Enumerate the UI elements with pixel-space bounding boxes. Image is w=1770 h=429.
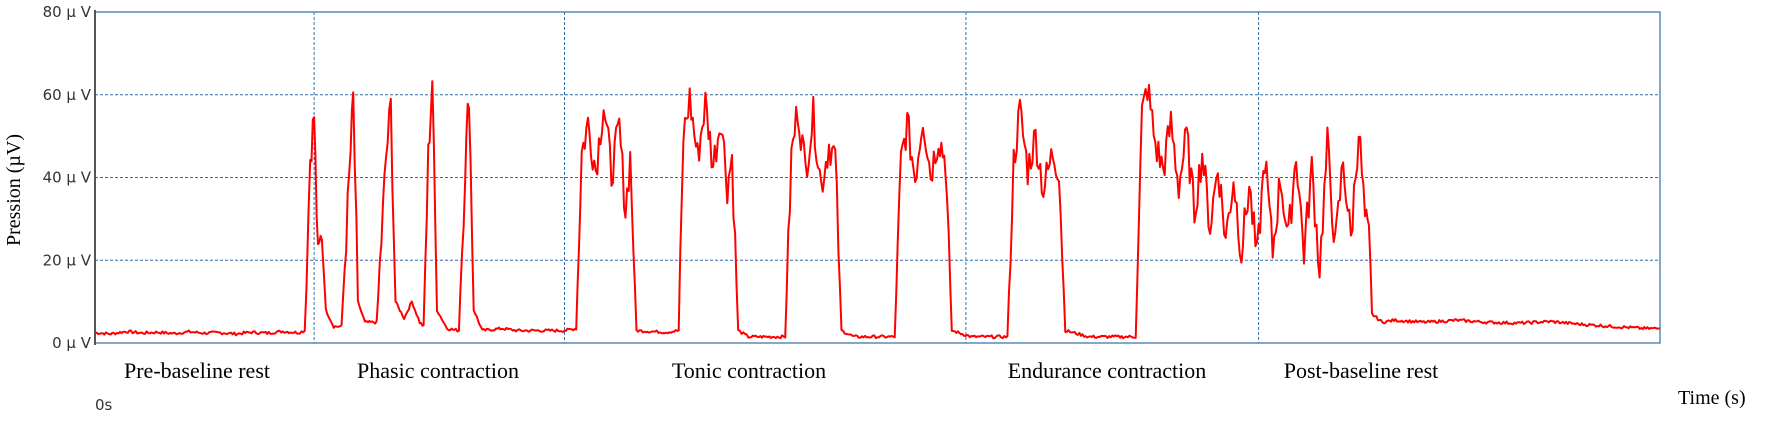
x-axis-label: Time (s) [1678, 387, 1746, 409]
x-axis-start-label: 0s [95, 396, 113, 414]
y-tick-label: 20 µ V [43, 251, 92, 269]
phase-label: Tonic contraction [672, 358, 826, 383]
phase-label: Phasic contraction [357, 358, 519, 383]
y-axis-ticks: 0 µ V 20 µ V 40 µ V 60 µ V 80 µ V [43, 3, 92, 352]
y-axis-label: Pression (µV) [3, 134, 25, 246]
chart-grid [94, 10, 1661, 345]
phase-labels: Pre-baseline rest Phasic contraction Tonic… [124, 358, 1438, 383]
y-tick-label: 0 µ V [52, 334, 92, 352]
phase-label: Pre-baseline rest [124, 358, 270, 383]
phase-label: Post-baseline rest [1284, 358, 1439, 383]
y-tick-label: 40 µ V [43, 169, 92, 187]
y-tick-label: 80 µ V [43, 3, 92, 21]
emg-signal-line [94, 80, 1660, 340]
phase-label: Endurance contraction [1008, 358, 1207, 383]
series-layer [94, 80, 1660, 340]
y-tick-label: 60 µ V [43, 86, 92, 104]
